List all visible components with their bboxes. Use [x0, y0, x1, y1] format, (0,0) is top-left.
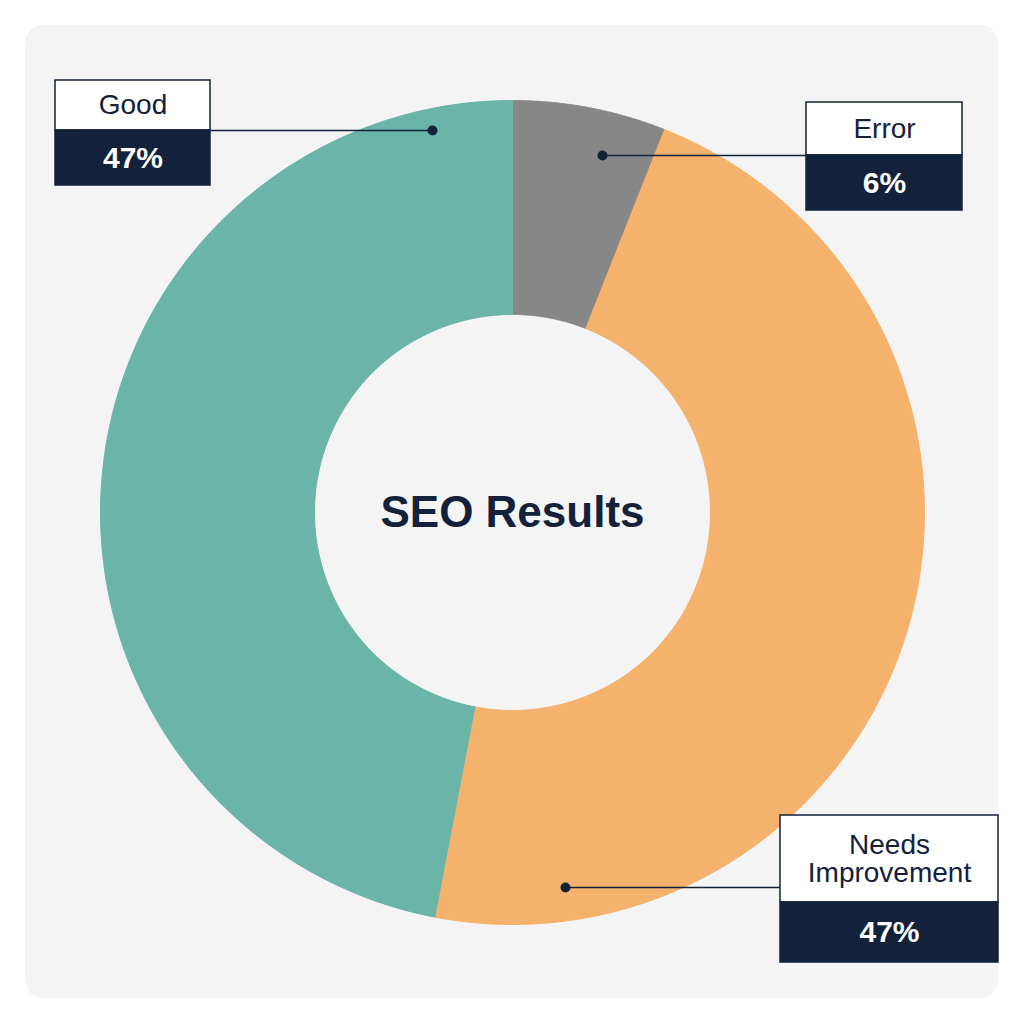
svg-text:Good: Good: [99, 89, 168, 120]
svg-text:6%: 6%: [863, 166, 906, 199]
svg-text:SEO Results: SEO Results: [380, 487, 644, 536]
svg-text:47%: 47%: [859, 915, 919, 948]
svg-text:NeedsImprovement: NeedsImprovement: [808, 829, 972, 888]
svg-text:47%: 47%: [103, 141, 163, 174]
svg-text:Error: Error: [853, 113, 915, 144]
